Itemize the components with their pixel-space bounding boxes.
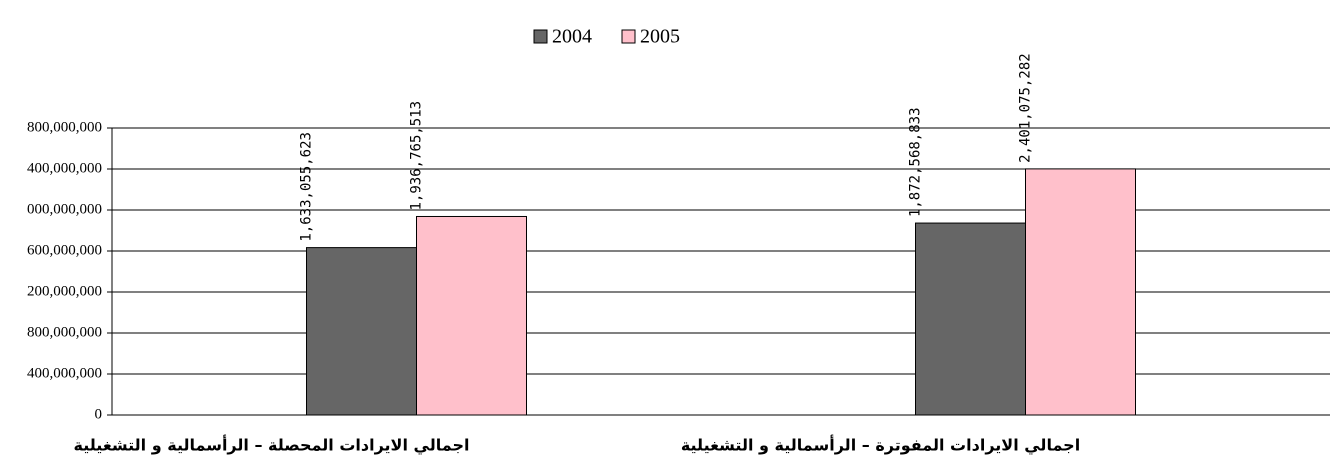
data-label: 2,401,075,282 — [1018, 53, 1034, 163]
y-tick-label: 200,000,000 — [27, 283, 102, 299]
y-tick-label: 0 — [95, 406, 103, 422]
x-tick-label: اجمالي الايرادات المفوترة – الرأسمالية و… — [681, 435, 1080, 456]
bar — [416, 215, 527, 416]
x-tick-label: اجمالي الايرادات المحصلة – الرأسمالية و … — [74, 435, 470, 456]
data-label: 1,872,568,833 — [908, 107, 924, 217]
y-tick-label: 800,000,000 — [27, 119, 102, 135]
bar — [1025, 168, 1136, 416]
legend-swatch — [621, 29, 636, 44]
data-label: 1,633,055,623 — [299, 132, 315, 242]
legend-label: 2004 — [552, 26, 592, 48]
bar — [306, 247, 417, 416]
legend-label: 2005 — [640, 26, 680, 48]
bar — [915, 222, 1026, 416]
legend-swatch — [533, 29, 548, 44]
y-tick-label: 000,000,000 — [27, 201, 102, 217]
y-tick-label: 400,000,000 — [27, 160, 102, 176]
y-tick-label: 400,000,000 — [27, 365, 102, 381]
data-label: 1,936,765,513 — [409, 101, 425, 211]
y-tick-label: 800,000,000 — [27, 324, 102, 340]
y-tick-label: 600,000,000 — [27, 242, 102, 258]
